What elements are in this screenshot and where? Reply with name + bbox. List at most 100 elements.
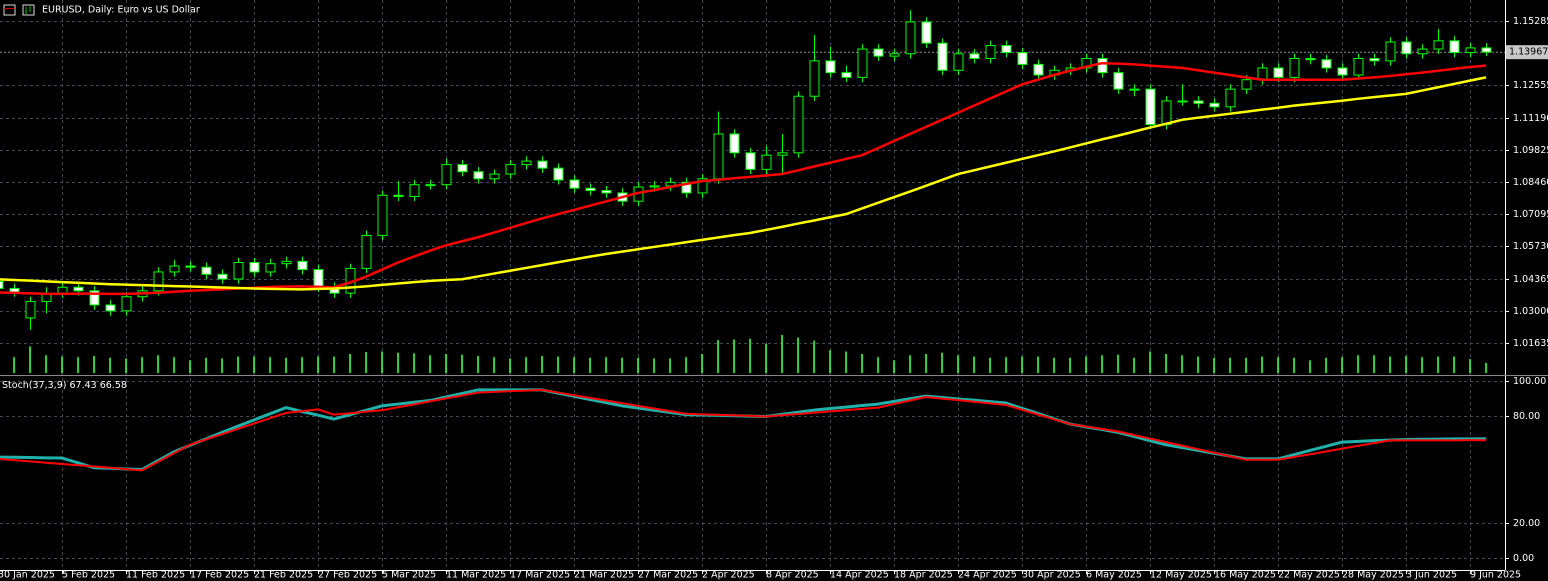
y-tick-label: 1.12555 bbox=[1513, 80, 1548, 91]
volume-bar bbox=[509, 358, 511, 373]
x-tick-label: 18 Apr 2025 bbox=[894, 570, 953, 581]
x-tick-label: 17 Mar 2025 bbox=[510, 570, 570, 581]
volume-bar bbox=[1293, 357, 1295, 373]
grid-layer bbox=[0, 0, 1509, 574]
x-tick-label: 22 May 2025 bbox=[1278, 570, 1340, 581]
volume-bar bbox=[349, 354, 351, 373]
volume-bar bbox=[925, 354, 927, 373]
icon bbox=[22, 4, 35, 16]
volume-bar bbox=[621, 357, 623, 373]
candle-body bbox=[121, 296, 132, 312]
volume-bar bbox=[461, 354, 463, 373]
x-tick-label: 11 Mar 2025 bbox=[446, 570, 506, 581]
y-tick-label: 80.00 bbox=[1513, 411, 1540, 422]
volume-bar bbox=[973, 356, 975, 373]
candle-body bbox=[185, 265, 196, 268]
x-tick-label: 27 Mar 2025 bbox=[638, 570, 698, 581]
volume-bar bbox=[93, 355, 95, 373]
volume-bar bbox=[653, 358, 655, 373]
candle-body bbox=[361, 234, 372, 269]
volume-bar bbox=[1149, 351, 1151, 373]
candle-body bbox=[1097, 57, 1108, 74]
volume-bar bbox=[1069, 357, 1071, 373]
candle-body bbox=[1001, 45, 1012, 54]
candle-body bbox=[601, 190, 612, 194]
candle-body bbox=[1161, 100, 1172, 126]
candle-body bbox=[953, 53, 964, 71]
volume-bar bbox=[493, 357, 495, 373]
candle-body bbox=[537, 160, 548, 169]
candle-body bbox=[1481, 47, 1492, 53]
candle-body bbox=[1241, 79, 1252, 90]
candle-body bbox=[1337, 67, 1348, 76]
volume-bar bbox=[77, 357, 79, 373]
volume-bar bbox=[813, 340, 815, 373]
volume-bar bbox=[1373, 355, 1375, 373]
candle-body bbox=[1401, 41, 1412, 55]
volume-bar bbox=[333, 356, 335, 373]
volume-bar bbox=[573, 357, 575, 373]
volume-bar bbox=[1341, 357, 1343, 373]
volume-bar bbox=[13, 357, 15, 373]
candle-body bbox=[57, 286, 68, 294]
volume-bar bbox=[1053, 357, 1055, 373]
x-tick-label: 30 Jan 2025 bbox=[0, 570, 55, 581]
y-tick-label: 1.11190 bbox=[1513, 113, 1548, 124]
x-tick-label: 21 Mar 2025 bbox=[574, 570, 634, 581]
x-tick-label: 8 Apr 2025 bbox=[766, 570, 819, 581]
volume-bar bbox=[61, 356, 63, 373]
volume-bar bbox=[989, 357, 991, 373]
volume-bar bbox=[221, 358, 223, 373]
volume-bar bbox=[1101, 355, 1103, 373]
indicator-main-value: 67.43 bbox=[69, 380, 96, 391]
volume-bar bbox=[845, 351, 847, 373]
x-tick-label: 14 Apr 2025 bbox=[830, 570, 889, 581]
candle-body bbox=[1385, 41, 1396, 62]
candle-body bbox=[1177, 100, 1188, 103]
volume-bar bbox=[381, 351, 383, 373]
x-tick-label: 5 Feb 2025 bbox=[62, 570, 115, 581]
candle-body bbox=[1369, 57, 1380, 62]
volume-bar bbox=[1229, 357, 1231, 373]
volume-bar bbox=[1133, 357, 1135, 373]
candle-body bbox=[1209, 102, 1220, 108]
x-tick-label: 28 May 2025 bbox=[1342, 570, 1404, 581]
candle-body bbox=[889, 53, 900, 57]
candle-body bbox=[1289, 57, 1300, 78]
volume-bar bbox=[957, 355, 959, 373]
volume-bar bbox=[1453, 356, 1455, 373]
volume-bar bbox=[637, 357, 639, 373]
x-tick-label: 27 Feb 2025 bbox=[318, 570, 377, 581]
candle-body bbox=[233, 262, 244, 280]
x-tick-label: 2 Apr 2025 bbox=[702, 570, 755, 581]
candle-body bbox=[745, 152, 756, 170]
x-tick-label: 16 May 2025 bbox=[1214, 570, 1276, 581]
candle-body bbox=[809, 60, 820, 97]
candle-body bbox=[489, 173, 500, 180]
candle-body bbox=[729, 133, 740, 154]
indicator-line bbox=[0, 388, 1487, 472]
candle-body bbox=[249, 262, 260, 273]
candle-body bbox=[825, 60, 836, 74]
candle-body bbox=[25, 300, 36, 319]
candle-body bbox=[217, 273, 228, 280]
volume-bar bbox=[669, 358, 671, 373]
candle-body bbox=[777, 152, 788, 156]
candle-body bbox=[969, 53, 980, 59]
volume-bar bbox=[365, 352, 367, 373]
candle-body bbox=[169, 265, 180, 273]
y-tick-label: 0.00 bbox=[1513, 553, 1534, 564]
volume-bar bbox=[941, 352, 943, 373]
volume-bar bbox=[861, 354, 863, 373]
volume-bar bbox=[269, 357, 271, 373]
candle-body bbox=[1129, 88, 1140, 91]
volume-bar bbox=[413, 353, 415, 373]
candle-body bbox=[793, 95, 804, 154]
volume-bar bbox=[301, 357, 303, 373]
moving-average-line bbox=[0, 76, 1487, 291]
candle-body bbox=[281, 260, 292, 265]
candle-body bbox=[1113, 72, 1124, 90]
volume-bar bbox=[237, 356, 239, 373]
